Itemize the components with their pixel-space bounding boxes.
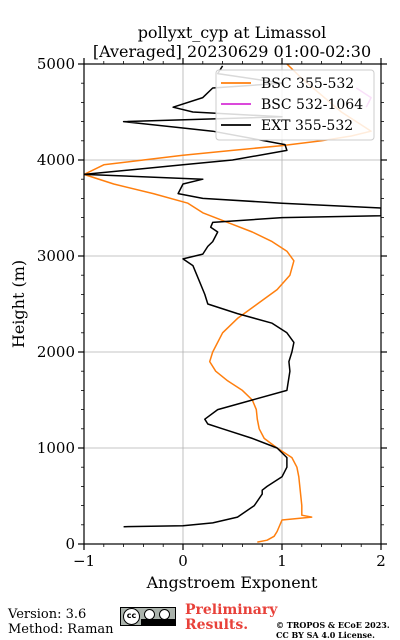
preliminary-results-text: Preliminary Results. xyxy=(185,603,277,633)
x-tick-label: −1 xyxy=(73,552,95,570)
y-tick-label: 2000 xyxy=(37,343,75,361)
preliminary-line-2: Results. xyxy=(185,617,249,633)
x-tick-label: 2 xyxy=(376,552,386,570)
copyright-line-1: © TROPOS & ECoE 2023. xyxy=(276,620,390,630)
y-tick-label: 1000 xyxy=(37,439,75,457)
legend-label-3: EXT 355-532 xyxy=(261,118,353,134)
y-tick-label: 5000 xyxy=(37,55,75,73)
chart-title: pollyxt_cyp at Limassol xyxy=(138,23,327,42)
y-tick-label: 3000 xyxy=(37,247,75,265)
y-axis-label: Height (m) xyxy=(9,260,28,348)
version-text: Version: 3.6 xyxy=(8,607,87,622)
y-tick-label: 4000 xyxy=(37,151,75,169)
series-line-3 xyxy=(84,65,381,528)
legend: BSC 355-532 BSC 532-1064 EXT 355-532 xyxy=(215,69,375,141)
method-text: Method: Raman xyxy=(8,622,114,637)
cc-sub-bar xyxy=(141,619,175,625)
x-tick-label: 0 xyxy=(178,552,188,570)
x-axis-label: Angstroem Exponent xyxy=(146,573,318,592)
series-line-1 xyxy=(84,64,372,543)
y-tick-label: 0 xyxy=(65,535,75,553)
cc-badge: cc xyxy=(123,608,140,625)
cc-license-logo: cc xyxy=(120,607,176,626)
legend-box xyxy=(215,69,375,141)
legend-label-2: BSC 532-1064 xyxy=(261,97,363,113)
plot-frame xyxy=(83,63,382,545)
chart-subtitle: [Averaged] 20230629 01:00-02:30 xyxy=(93,42,371,61)
copyright-line-2: CC BY SA 4.0 License. xyxy=(276,630,375,640)
legend-label-1: BSC 355-532 xyxy=(261,76,354,92)
x-tick-label: 1 xyxy=(277,552,287,570)
copyright-text: © TROPOS & ECoE 2023. CC BY SA 4.0 Licen… xyxy=(276,620,390,640)
preliminary-line-1: Preliminary xyxy=(185,602,278,618)
